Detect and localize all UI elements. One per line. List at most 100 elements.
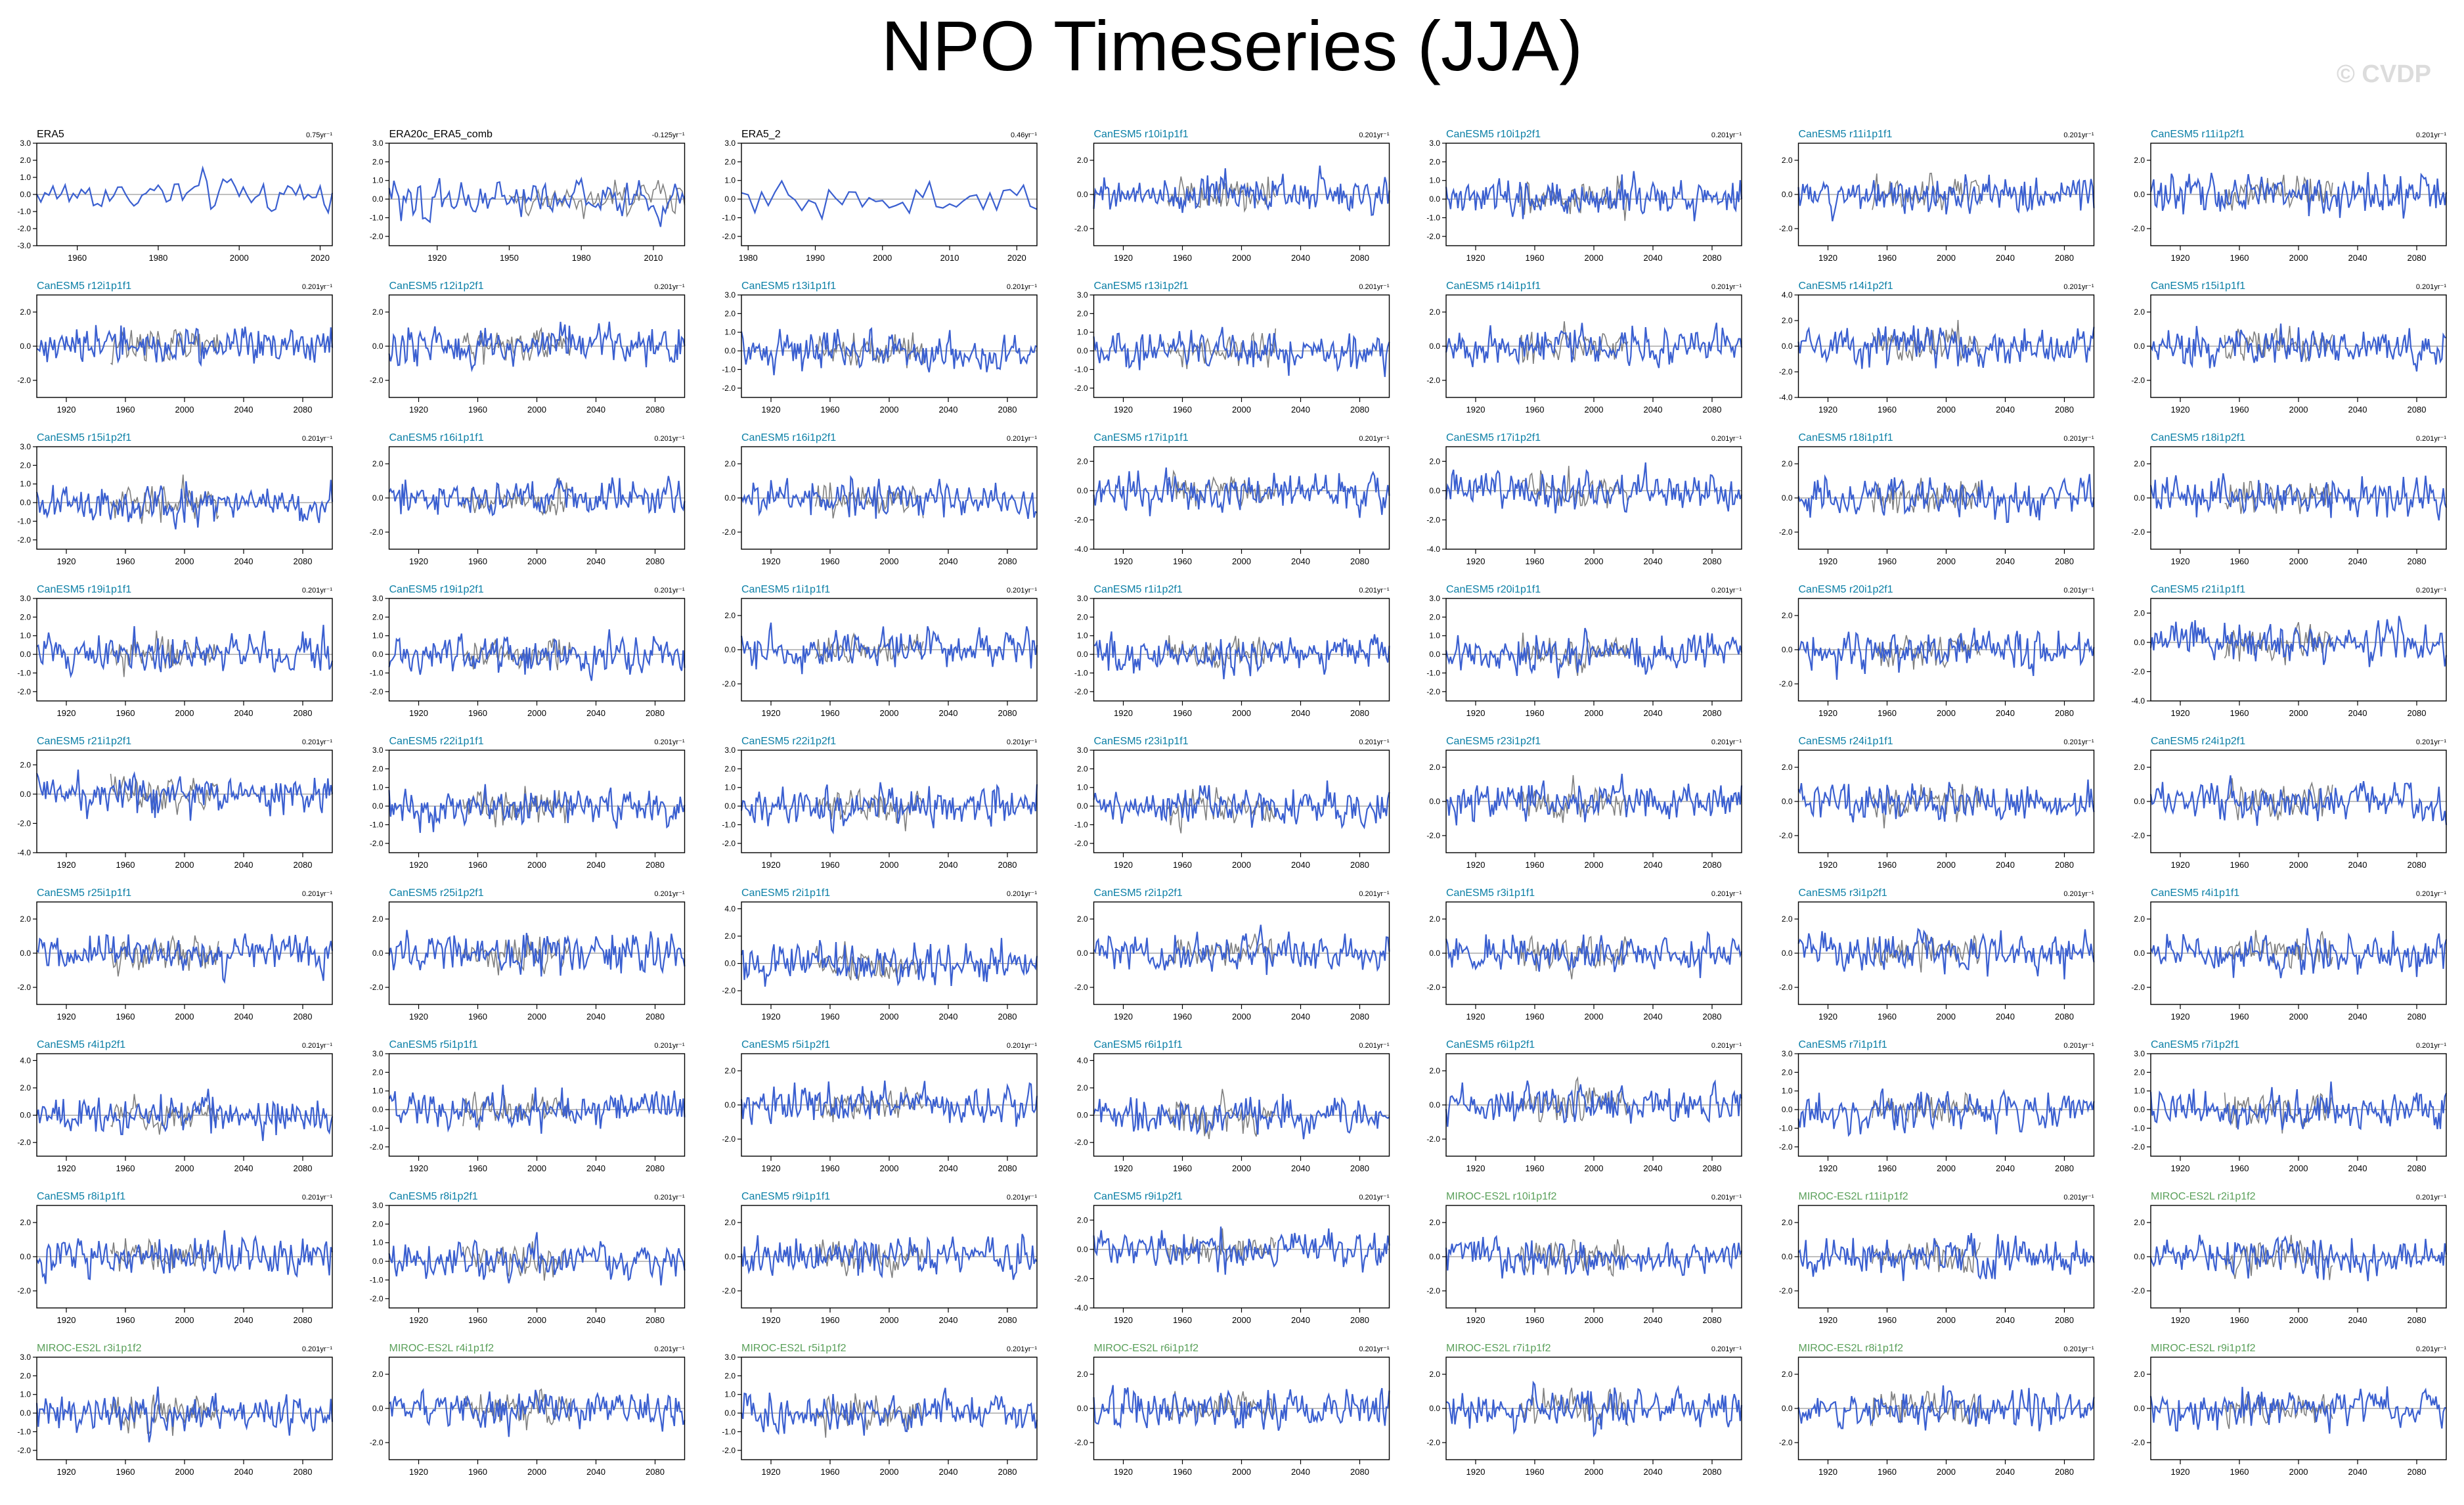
- y-tick-label: -4.0: [1779, 393, 1793, 402]
- y-tick-label: 2.0: [1077, 1083, 1088, 1092]
- x-tick-label: 1960: [468, 1467, 487, 1477]
- x-tick-label: 2000: [1937, 1163, 1956, 1173]
- y-tick-label: 0.0: [1429, 949, 1440, 958]
- x-tick-label: 2080: [2408, 860, 2427, 870]
- panel-title: CanESM5 r12i1p2f1: [389, 281, 484, 292]
- observed-series-line: [1519, 775, 1628, 823]
- x-tick-label: 1960: [1526, 860, 1545, 870]
- y-tick-label: -2.0: [17, 1446, 31, 1455]
- page-title: NPO Timeseries (JJA): [881, 6, 1583, 85]
- y-tick-label: -2.0: [722, 528, 736, 537]
- x-tick-label: 2040: [1644, 556, 1663, 566]
- x-tick-label: 2000: [175, 405, 194, 415]
- x-tick-label: 2000: [1232, 1163, 1251, 1173]
- x-tick-label: 2080: [294, 556, 313, 566]
- x-tick-label: 1920: [409, 1012, 428, 1022]
- model-series-line: [1093, 165, 1390, 216]
- y-tick-label: 2.0: [1782, 1067, 1793, 1077]
- y-tick-label: -2.0: [1779, 528, 1793, 537]
- x-tick-label: 1920: [1466, 253, 1485, 263]
- timeseries-panel: CanESM5 r21i1p2f1 0.201yr⁻¹ 1920 1960 2000 20…: [17, 736, 334, 870]
- y-tick-label: 1.0: [20, 173, 31, 182]
- y-tick-label: -1.0: [722, 820, 736, 829]
- y-tick-label: 0.0: [724, 959, 736, 968]
- trend-label: 0.201yr⁻¹: [1007, 890, 1037, 898]
- y-tick-label: 0.0: [1782, 949, 1793, 958]
- timeseries-panel: CanESM5 r1i1p1f1 0.201yr⁻¹ 1920 1960 2000 204…: [722, 584, 1038, 718]
- y-tick-label: -1.0: [1074, 668, 1088, 677]
- y-tick-label: 2.0: [1077, 612, 1088, 621]
- y-tick-label: -2.0: [1074, 1438, 1088, 1447]
- x-tick-label: 1920: [1114, 253, 1133, 263]
- model-series-line: [2149, 1386, 2447, 1434]
- model-series-line: [740, 622, 1038, 675]
- timeseries-panel: CanESM5 r4i1p2f1 0.201yr⁻¹ 1920 1960 2000 204…: [17, 1039, 334, 1173]
- panel-title: CanESM5 r8i1p1f1: [37, 1191, 125, 1202]
- panel-title: CanESM5 r21i1p2f1: [37, 736, 131, 747]
- y-tick-label: 1.0: [20, 480, 31, 489]
- timeseries-panel: CanESM5 r25i1p1f1 0.201yr⁻¹ 1920 1960 2000 20…: [17, 887, 334, 1022]
- x-tick-label: 2040: [1644, 860, 1663, 870]
- y-tick-label: 2.0: [2134, 763, 2145, 772]
- plot-frame: [388, 143, 686, 246]
- trend-label: 0.201yr⁻¹: [302, 1042, 332, 1050]
- x-tick-label: 2040: [1291, 253, 1310, 263]
- x-tick-label: 2080: [998, 405, 1017, 415]
- x-tick-label: 2000: [1937, 1315, 1956, 1325]
- panel-title: MIROC-ES2L r8i1p1f2: [1799, 1343, 1904, 1354]
- x-tick-label: 2040: [234, 556, 253, 566]
- trend-label: 0.46yr⁻¹: [1011, 131, 1037, 139]
- trend-label: 0.201yr⁻¹: [2416, 890, 2446, 898]
- timeseries-panel: ERA5_2 0.46yr⁻¹ 1980 1990 2000 2010 2020 3.0 2.0…: [722, 129, 1038, 263]
- x-tick-label: 1960: [468, 556, 487, 566]
- timeseries-panel: CanESM5 r7i1p2f1 0.201yr⁻¹ 1920 1960 2000 204…: [2131, 1039, 2448, 1173]
- model-series-line: [388, 176, 686, 227]
- x-tick-label: 2080: [646, 556, 665, 566]
- x-tick-label: 2080: [2055, 1163, 2074, 1173]
- y-tick-label: 0.0: [1429, 486, 1440, 495]
- x-tick-label: 1960: [1173, 708, 1192, 718]
- x-tick-label: 1920: [57, 1163, 76, 1173]
- y-tick-label: 2.0: [20, 760, 31, 769]
- x-tick-label: 1920: [1818, 1163, 1837, 1173]
- panel-title: CanESM5 r19i1p1f1: [37, 584, 131, 595]
- y-tick-label: 3.0: [1077, 594, 1088, 603]
- panel-title: CanESM5 r1i1p2f1: [1094, 584, 1183, 595]
- model-series-line: [1093, 1226, 1390, 1275]
- x-tick-label: 2000: [527, 1315, 546, 1325]
- model-series-line: [740, 326, 1038, 376]
- trend-label: 0.201yr⁻¹: [302, 890, 332, 898]
- x-tick-label: 1920: [1818, 708, 1837, 718]
- x-tick-label: 1920: [1114, 1163, 1133, 1173]
- x-tick-label: 2040: [1291, 860, 1310, 870]
- x-tick-label: 2080: [998, 1315, 1017, 1325]
- y-tick-label: -2.0: [1074, 384, 1088, 393]
- panel-title: MIROC-ES2L r11i1p1f2: [1799, 1191, 1908, 1202]
- x-tick-label: 1960: [2230, 1315, 2249, 1325]
- trend-label: 0.201yr⁻¹: [1007, 1345, 1037, 1353]
- timeseries-panel: CanESM5 r3i1p1f1 0.201yr⁻¹ 1920 1960 2000 204…: [1426, 887, 1743, 1022]
- y-tick-label: 0.0: [1077, 346, 1088, 355]
- x-tick-label: 2000: [880, 1163, 899, 1173]
- trend-label: 0.201yr⁻¹: [1711, 283, 1742, 291]
- y-tick-label: 2.0: [372, 764, 384, 773]
- y-tick-label: 0.0: [20, 1408, 31, 1418]
- timeseries-panel: CanESM5 r11i1p1f1 0.201yr⁻¹ 1920 1960 2000 20…: [1779, 129, 2095, 263]
- x-tick-label: 2000: [880, 1012, 899, 1022]
- x-tick-label: 2080: [1350, 253, 1369, 263]
- x-tick-label: 1920: [409, 1315, 428, 1325]
- x-tick-label: 2080: [2055, 1012, 2074, 1022]
- y-tick-label: 2.0: [2134, 608, 2145, 618]
- panel-title: CanESM5 r14i1p2f1: [1799, 281, 1893, 292]
- trend-label: 0.201yr⁻¹: [302, 435, 332, 443]
- x-tick-label: 1920: [1466, 1163, 1485, 1173]
- y-tick-label: 0.0: [724, 645, 736, 654]
- y-tick-label: -1.0: [722, 365, 736, 374]
- x-tick-label: 2000: [527, 556, 546, 566]
- model-series-line: [1797, 928, 2095, 979]
- x-tick-label: 1920: [762, 556, 781, 566]
- y-tick-label: 0.0: [20, 949, 31, 958]
- model-series-line: [35, 480, 334, 530]
- y-tick-label: -2.0: [1426, 687, 1440, 696]
- panel-title: MIROC-ES2L r7i1p1f2: [1446, 1343, 1551, 1354]
